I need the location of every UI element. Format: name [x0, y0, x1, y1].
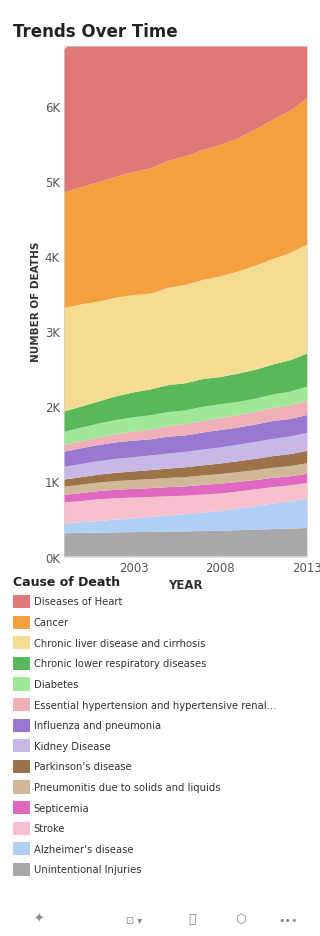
Text: •••: •••: [278, 914, 298, 925]
Text: ✦: ✦: [33, 912, 44, 925]
Text: Kidney Disease: Kidney Disease: [34, 741, 110, 751]
Text: ⊡ ▾: ⊡ ▾: [126, 914, 142, 925]
Text: Pneumonitis due to solids and liquids: Pneumonitis due to solids and liquids: [34, 782, 220, 792]
Y-axis label: NUMBER OF DEATHS: NUMBER OF DEATHS: [30, 241, 41, 362]
Text: Essential hypertension and hypertensive renal...: Essential hypertension and hypertensive …: [34, 700, 276, 709]
Text: Cause of Death: Cause of Death: [13, 576, 120, 589]
Text: Influenza and pneumonia: Influenza and pneumonia: [34, 721, 161, 730]
Text: ⬜: ⬜: [188, 912, 196, 925]
X-axis label: YEAR: YEAR: [168, 578, 203, 592]
Text: Chronic liver disease and cirrhosis: Chronic liver disease and cirrhosis: [34, 638, 205, 648]
Text: Diabetes: Diabetes: [34, 680, 78, 689]
Text: Cancer: Cancer: [34, 618, 69, 627]
Text: ⬡: ⬡: [235, 912, 245, 925]
Text: Chronic lower respiratory diseases: Chronic lower respiratory diseases: [34, 659, 206, 668]
Text: Unintentional Injuries: Unintentional Injuries: [34, 865, 141, 874]
Text: Diseases of Heart: Diseases of Heart: [34, 597, 122, 607]
Text: Parkinson's disease: Parkinson's disease: [34, 762, 131, 771]
Text: Alzheimer's disease: Alzheimer's disease: [34, 844, 133, 854]
Text: Stroke: Stroke: [34, 824, 65, 833]
Text: Septicemia: Septicemia: [34, 803, 89, 812]
Text: Trends Over Time: Trends Over Time: [13, 23, 177, 41]
